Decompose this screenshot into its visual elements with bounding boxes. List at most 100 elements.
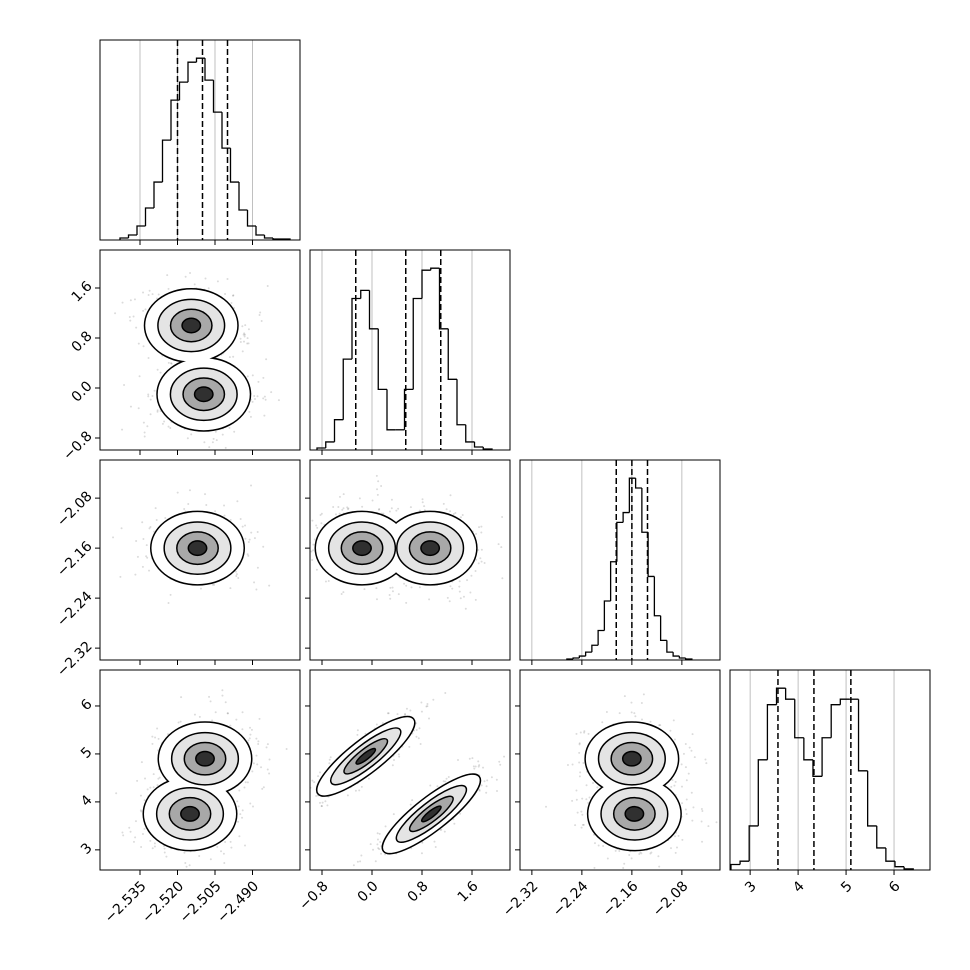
sample-point (452, 513, 455, 516)
axes-frame (519, 459, 721, 661)
sample-point (170, 362, 173, 365)
histogram-step (634, 478, 642, 489)
sample-point (495, 778, 498, 781)
sample-point (672, 719, 675, 722)
histogram-step (421, 269, 431, 299)
sample-point (707, 825, 710, 828)
histogram-step (641, 488, 649, 533)
x-tick-label: 3 (742, 878, 760, 896)
sample-point (253, 394, 256, 397)
sample-point (151, 293, 154, 296)
sample-point (593, 866, 596, 869)
sample-point (163, 851, 166, 854)
sample-point (250, 484, 253, 487)
sample-point (211, 583, 214, 586)
sample-point (578, 743, 581, 746)
sample-point (684, 743, 687, 746)
sample-point (152, 773, 155, 776)
sample-point (642, 693, 645, 696)
x-tick-label: −2.32 (500, 878, 542, 920)
sample-point (338, 512, 341, 515)
sample-point (170, 362, 173, 365)
sample-point (376, 493, 379, 496)
sample-point (202, 877, 204, 879)
histogram-step (170, 99, 180, 141)
histogram-step (333, 419, 344, 442)
sample-point (143, 827, 146, 830)
sample-point (259, 311, 262, 314)
sample-point (356, 860, 359, 863)
histogram-step (229, 148, 239, 183)
sample-point (148, 569, 151, 572)
sample-point (515, 552, 517, 554)
sample-point (705, 762, 708, 765)
sample-point (580, 810, 583, 813)
sample-point (420, 852, 423, 855)
sample-point (176, 491, 179, 494)
sample-point (319, 514, 322, 517)
sample-point (375, 723, 378, 726)
histogram-step (360, 289, 370, 299)
sample-point (581, 813, 584, 816)
sample-point (469, 591, 472, 594)
sample-point (258, 313, 261, 316)
histogram-step (144, 207, 154, 227)
histogram-step (238, 182, 248, 211)
sample-point (601, 721, 604, 724)
density-panel (310, 474, 517, 610)
histogram-step (653, 576, 661, 617)
sample-point (421, 498, 424, 501)
histogram-step (263, 235, 273, 239)
sample-point (459, 516, 462, 519)
sample-point (138, 375, 141, 378)
sample-point (223, 514, 226, 517)
sample-point (459, 597, 462, 600)
sample-point (215, 439, 218, 442)
sample-point (137, 342, 140, 345)
sample-point (142, 309, 145, 312)
sample-point (161, 422, 164, 425)
sample-point (432, 698, 435, 701)
sample-point (146, 556, 149, 559)
sample-point (112, 536, 115, 539)
sample-point (263, 414, 266, 417)
sample-point (120, 527, 123, 530)
sample-point (143, 431, 146, 434)
sample-point (364, 732, 367, 735)
sample-point (205, 503, 208, 506)
sample-point (449, 510, 452, 513)
y-tick-label: −2.32 (54, 638, 96, 680)
sample-point (434, 846, 437, 849)
histogram-step (325, 441, 335, 448)
sample-point (204, 277, 207, 280)
sample-point (237, 805, 240, 808)
sample-point (266, 768, 269, 771)
sample-point (480, 531, 483, 534)
sample-point (380, 852, 383, 855)
sample-point (128, 315, 131, 318)
sample-point (500, 546, 503, 549)
sample-point (649, 720, 652, 723)
sample-point (129, 830, 132, 833)
sample-point (680, 763, 683, 766)
sample-point (253, 537, 256, 540)
sample-point (185, 865, 188, 868)
sample-point (247, 554, 250, 557)
sample-point (255, 754, 258, 757)
panel-contents (310, 692, 510, 867)
sample-point (135, 326, 138, 329)
sample-point (156, 784, 159, 787)
sample-point (241, 325, 244, 328)
sample-point (142, 537, 145, 540)
sample-point (143, 435, 146, 438)
sample-point (442, 502, 445, 505)
sample-point (447, 775, 450, 778)
axes-frame (99, 459, 301, 661)
sample-point (214, 510, 217, 513)
sample-point (248, 737, 251, 740)
sample-point (390, 507, 393, 510)
sample-point (458, 585, 461, 588)
sample-point (151, 395, 154, 398)
sample-point (381, 722, 384, 725)
histogram-step (119, 237, 129, 240)
